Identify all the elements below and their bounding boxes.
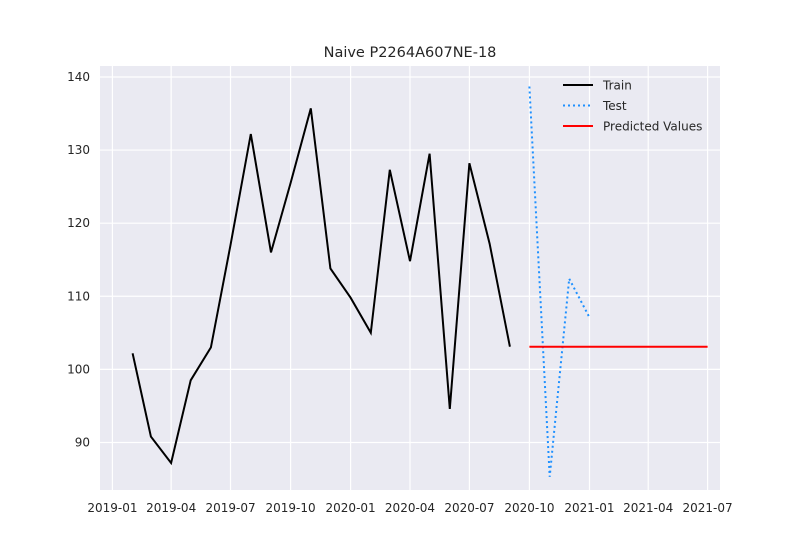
x-tick-label: 2019-01 <box>87 501 137 515</box>
series-test-line <box>528 86 591 477</box>
x-tick-label: 2019-07 <box>205 501 255 515</box>
x-tick-label: 2019-10 <box>265 501 315 515</box>
y-tick-label: 90 <box>75 435 90 449</box>
legend-label-test: Test <box>602 99 627 113</box>
x-tick-label: 2021-04 <box>623 501 673 515</box>
chart-title: Naive P2264A607NE-18 <box>324 45 497 61</box>
y-tick-label: 110 <box>67 289 90 303</box>
x-tick-label: 2019-04 <box>146 501 196 515</box>
y-axis-ticks: 90 100 110 120 130 140 <box>67 70 90 450</box>
series-train-line <box>131 108 511 466</box>
y-tick-label: 100 <box>67 362 90 376</box>
series-lines <box>131 86 708 477</box>
y-tick-label: 140 <box>67 70 90 84</box>
legend: Train Test Predicted Values <box>563 79 702 134</box>
x-tick-label: 2021-07 <box>683 501 733 515</box>
legend-label-predicted-values: Predicted Values <box>603 120 702 134</box>
x-tick-label: 2020-04 <box>385 501 435 515</box>
y-tick-label: 120 <box>67 216 90 230</box>
x-tick-label: 2021-01 <box>564 501 614 515</box>
y-tick-label: 130 <box>67 143 90 157</box>
x-tick-label: 2020-10 <box>504 501 554 515</box>
x-tick-label: 2020-07 <box>444 501 494 515</box>
x-tick-label: 2020-01 <box>326 501 376 515</box>
legend-label-train: Train <box>602 79 632 93</box>
grid-lines <box>100 66 720 490</box>
x-axis-ticks: 2019-01 2019-04 2019-07 2019-10 2020-01 2020-… <box>87 501 732 515</box>
